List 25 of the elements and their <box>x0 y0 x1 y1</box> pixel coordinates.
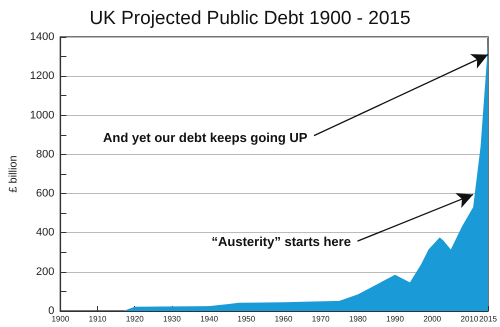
x-tick-label: 1950 <box>237 314 256 324</box>
x-tick-label: 1990 <box>386 314 404 324</box>
y-tick-label: 0 <box>48 305 54 317</box>
x-tick-label: 2015 <box>479 314 498 324</box>
y-axis-title: £ billion <box>8 155 20 193</box>
y-tick-label: 200 <box>36 266 54 278</box>
annotation: “Austerity” starts here <box>212 234 351 249</box>
y-tick-label: 600 <box>36 188 54 200</box>
x-tick-label: 1960 <box>274 314 293 324</box>
chart-title: UK Projected Public Debt 1900 - 2015 <box>89 8 411 29</box>
x-tick-label: 1930 <box>163 314 182 324</box>
y-tick-label: 1000 <box>30 109 54 122</box>
y-tick-label: 800 <box>36 148 54 160</box>
annotation: And yet our debt keeps going UP <box>103 130 308 145</box>
x-tick-label: 1980 <box>348 314 368 324</box>
x-tick-label: 1910 <box>88 314 108 324</box>
x-tick-label: 1920 <box>126 314 144 324</box>
y-tick-label: 400 <box>36 226 54 239</box>
x-tick-label: 1970 <box>312 314 330 324</box>
y-tick-label: 1200 <box>30 70 54 82</box>
x-tick-label: 2010 <box>460 314 479 324</box>
x-tick-label: 1900 <box>51 314 70 324</box>
x-tick-label: 1940 <box>200 314 219 324</box>
y-tick-label: 1400 <box>30 31 54 43</box>
x-tick-label: 2000 <box>423 314 442 324</box>
